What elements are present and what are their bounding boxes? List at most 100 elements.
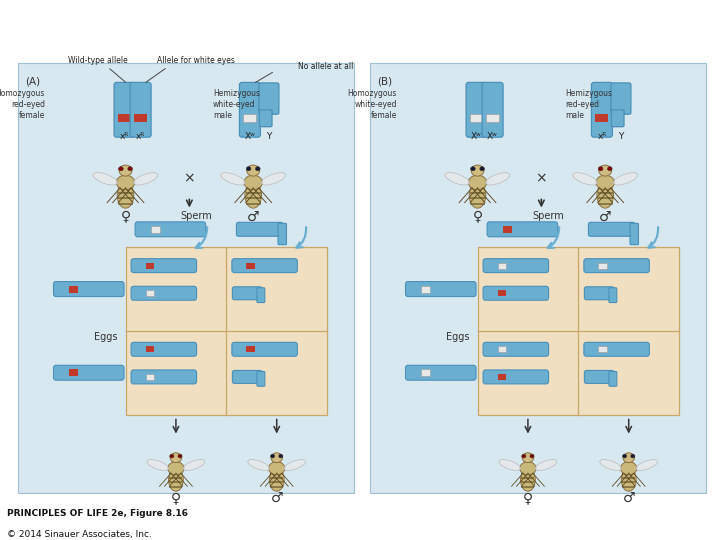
Ellipse shape xyxy=(168,462,184,475)
Bar xyxy=(470,202,485,205)
FancyBboxPatch shape xyxy=(232,259,297,273)
FancyBboxPatch shape xyxy=(233,370,262,383)
Bar xyxy=(498,262,506,268)
Bar xyxy=(503,226,512,233)
Bar xyxy=(622,471,635,474)
Ellipse shape xyxy=(530,454,534,458)
Ellipse shape xyxy=(621,462,637,475)
Text: Homozygous
red-eyed
female: Homozygous red-eyed female xyxy=(0,89,45,120)
Bar xyxy=(521,471,534,474)
Bar xyxy=(246,192,261,194)
Text: Wild-type allele: Wild-type allele xyxy=(68,56,127,65)
Bar xyxy=(598,202,613,205)
Ellipse shape xyxy=(269,462,285,475)
Bar xyxy=(246,186,261,188)
Ellipse shape xyxy=(246,167,251,171)
FancyBboxPatch shape xyxy=(240,83,261,137)
FancyBboxPatch shape xyxy=(232,342,297,356)
Bar xyxy=(470,186,485,188)
Bar xyxy=(134,114,147,122)
Bar xyxy=(270,476,283,478)
Bar xyxy=(598,186,613,188)
Bar xyxy=(169,487,182,488)
Bar xyxy=(69,286,78,293)
Ellipse shape xyxy=(485,173,510,185)
Ellipse shape xyxy=(271,454,274,458)
Ellipse shape xyxy=(623,453,634,463)
Ellipse shape xyxy=(445,173,469,185)
Bar xyxy=(370,63,706,493)
Ellipse shape xyxy=(499,460,521,470)
Text: Drosophila: Drosophila xyxy=(320,11,406,26)
Bar xyxy=(150,226,160,233)
Ellipse shape xyxy=(600,460,621,470)
FancyBboxPatch shape xyxy=(584,342,649,356)
Text: Hemizygous
white-eyed
male: Hemizygous white-eyed male xyxy=(213,89,260,120)
Text: xᴿ: xᴿ xyxy=(136,132,145,141)
FancyBboxPatch shape xyxy=(585,370,614,383)
Bar xyxy=(477,247,679,415)
Bar xyxy=(521,481,534,483)
Ellipse shape xyxy=(183,460,204,470)
Ellipse shape xyxy=(133,173,158,185)
Text: ♀: ♀ xyxy=(120,210,130,224)
Ellipse shape xyxy=(248,460,269,470)
Bar xyxy=(270,487,283,488)
Bar xyxy=(521,476,534,478)
Bar xyxy=(598,262,607,268)
FancyBboxPatch shape xyxy=(585,287,614,300)
Bar xyxy=(125,247,327,415)
Text: PRINCIPLES OF LIFE 2e, Figure 8.16: PRINCIPLES OF LIFE 2e, Figure 8.16 xyxy=(7,509,188,518)
Bar xyxy=(169,476,182,478)
Ellipse shape xyxy=(572,173,597,185)
Bar xyxy=(470,114,483,122)
Bar xyxy=(118,197,133,199)
FancyBboxPatch shape xyxy=(584,259,649,273)
Ellipse shape xyxy=(522,454,526,458)
Ellipse shape xyxy=(247,165,260,176)
Ellipse shape xyxy=(119,165,132,176)
Bar xyxy=(622,476,635,478)
Bar xyxy=(270,481,283,483)
FancyBboxPatch shape xyxy=(483,286,549,300)
Bar xyxy=(145,346,154,352)
Ellipse shape xyxy=(271,453,282,463)
Ellipse shape xyxy=(599,165,612,176)
FancyBboxPatch shape xyxy=(611,110,624,127)
Ellipse shape xyxy=(621,468,636,491)
Ellipse shape xyxy=(535,460,557,470)
Bar xyxy=(622,481,635,483)
Bar xyxy=(69,369,78,376)
Bar xyxy=(521,487,534,488)
Bar xyxy=(498,291,506,296)
Bar xyxy=(246,197,261,199)
Text: Eggs: Eggs xyxy=(94,332,117,342)
FancyBboxPatch shape xyxy=(236,222,283,237)
FancyBboxPatch shape xyxy=(483,342,549,356)
Bar xyxy=(118,114,131,122)
Ellipse shape xyxy=(608,167,612,171)
Bar xyxy=(421,369,431,376)
FancyBboxPatch shape xyxy=(53,281,124,296)
FancyBboxPatch shape xyxy=(630,224,639,245)
Bar xyxy=(486,114,499,122)
Bar xyxy=(598,197,613,199)
Bar xyxy=(169,471,182,474)
Text: © 2014 Sinauer Associates, Inc.: © 2014 Sinauer Associates, Inc. xyxy=(7,530,152,539)
Text: Xʷ: Xʷ xyxy=(487,132,498,141)
Ellipse shape xyxy=(623,454,626,458)
Bar xyxy=(622,487,635,488)
FancyBboxPatch shape xyxy=(259,83,279,114)
Ellipse shape xyxy=(128,167,132,171)
Text: Homozygous
white-eyed
female: Homozygous white-eyed female xyxy=(348,89,397,120)
Bar xyxy=(246,262,255,268)
Ellipse shape xyxy=(119,167,123,171)
Text: Y: Y xyxy=(266,132,271,141)
Bar xyxy=(498,374,506,380)
Bar xyxy=(498,346,506,352)
Bar xyxy=(595,114,608,122)
Ellipse shape xyxy=(613,173,638,185)
Ellipse shape xyxy=(170,454,174,458)
Ellipse shape xyxy=(631,454,635,458)
Ellipse shape xyxy=(168,468,184,491)
